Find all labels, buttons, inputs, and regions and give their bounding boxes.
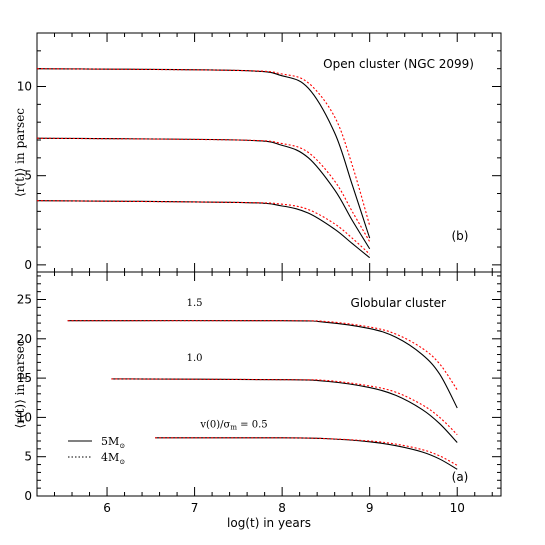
- series-line-b-2: [36, 137, 371, 250]
- y-tick-label: 25: [17, 293, 32, 307]
- curve-label: 1.5: [187, 298, 203, 309]
- y-axis-label: ⟨r(t)⟩ in parsec: [13, 339, 27, 428]
- y-tick-label: 5: [24, 169, 32, 183]
- series-line-a-1: [67, 320, 458, 391]
- legend-label-subscript: ⊙: [119, 442, 125, 450]
- curve-label: v(0)/σm = 0.5: [199, 420, 267, 432]
- y-tick-label: 15: [17, 371, 32, 385]
- y-tick-label: 5: [24, 450, 32, 464]
- curve-label-value: = 0.5: [237, 420, 268, 431]
- x-tick-label: 6: [103, 501, 111, 515]
- series-line-a-0: [67, 320, 458, 409]
- panel-label: (a): [452, 470, 469, 484]
- series-line-b-3: [36, 137, 371, 242]
- panel-open-cluster: 0 5 10 ⟨r(t)⟩ in parsec Open cluster (NGC 20…: [13, 32, 502, 273]
- x-tick-label: 10: [450, 501, 465, 515]
- y-axis-label: ⟨r(t)⟩ in parsec: [13, 108, 27, 197]
- series-line-a-5: [155, 437, 458, 466]
- series-line-b-1: [36, 68, 371, 226]
- x-axis-label: log(t) in years: [227, 516, 311, 530]
- series-line-a-4: [155, 437, 458, 470]
- legend-label-subscript: ⊙: [119, 458, 125, 466]
- x-tick-label: 8: [278, 501, 286, 515]
- series-line-b-5: [36, 200, 371, 255]
- panel-annotation: Globular cluster: [351, 296, 447, 310]
- y-tick-label: 20: [17, 332, 32, 346]
- plot-frame-a: [36, 271, 502, 497]
- curve-label-subscript: m: [230, 424, 237, 432]
- series-line-a-3: [111, 378, 458, 436]
- legend-label: 5M⊙: [101, 435, 125, 450]
- series-line-b-4: [36, 200, 371, 259]
- panel-annotation: Open cluster (NGC 2099): [323, 57, 474, 71]
- panel-globular-cluster: 6 7 8 9 10 0 5 10 15 20 25 ⟨r(t)⟩ in parsec log(t) i…: [13, 271, 502, 530]
- legend-label: 4M⊙: [101, 451, 125, 466]
- panel-label: (b): [452, 229, 469, 243]
- y-tick-label: 10: [17, 410, 32, 424]
- x-tick-label: 7: [191, 501, 199, 515]
- y-tick-label: 0: [24, 258, 32, 272]
- y-tick-label: 0: [24, 489, 32, 503]
- x-tick-label: 9: [366, 501, 374, 515]
- curve-label: 1.0: [187, 353, 203, 364]
- series-line-a-2: [111, 378, 458, 443]
- y-tick-label: 10: [17, 80, 32, 94]
